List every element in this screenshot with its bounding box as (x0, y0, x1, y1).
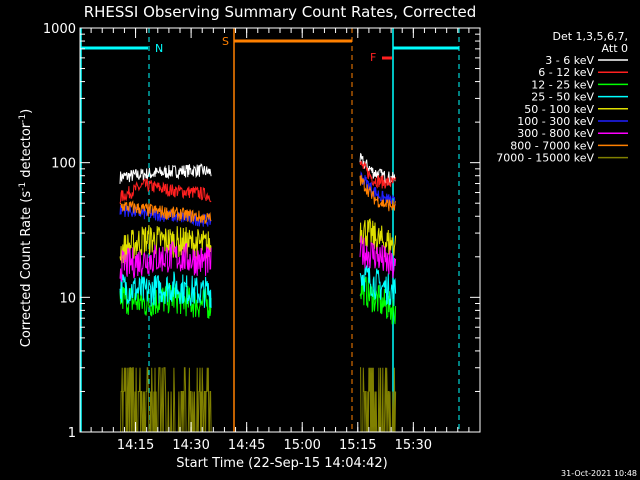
series-line (359, 218, 397, 258)
legend-label: 50 - 100 keV (524, 103, 594, 116)
series-line (119, 163, 212, 184)
saa-label: S (222, 35, 229, 48)
legend-label: 25 - 50 keV (531, 91, 594, 104)
x-axis-label: Start Time (22-Sep-15 14:04:42) (176, 456, 387, 471)
x-tick-label: 15:15 (339, 438, 376, 453)
y-tick-label: 100 (51, 157, 76, 172)
legend-label: 100 - 300 keV (517, 115, 594, 128)
flare-label: F (370, 51, 376, 64)
x-tick-label: 14:30 (172, 438, 209, 453)
plot-area: N S F (80, 28, 460, 433)
y-tick-label: 1000 (43, 22, 76, 37)
legend-header-line-2: Att 0 (602, 42, 628, 55)
y-axis-label: Corrected Count Rate (s-1 detector-1) (18, 109, 34, 347)
legend-label: 12 - 25 keV (531, 78, 594, 91)
night-label: N (155, 42, 163, 55)
legend-label: 800 - 7000 keV (510, 139, 594, 152)
x-tick-label: 14:45 (228, 438, 265, 453)
x-tick-label: 15:00 (283, 438, 320, 453)
x-tick-label: 14:15 (117, 438, 154, 453)
timestamp: 31-Oct-2021 10:48 (561, 469, 637, 478)
series-line (119, 241, 212, 282)
y-tick-label: 10 (59, 291, 76, 306)
series-line (359, 264, 397, 307)
legend-header-line-1: Det 1,3,5,6,7, (552, 30, 628, 43)
series-line (119, 271, 212, 308)
series-line (119, 178, 212, 204)
series-line (120, 200, 212, 224)
x-axis: 14:15 14:30 14:45 15:00 15:15 15:30 (90, 28, 470, 453)
series-line (359, 276, 397, 325)
series-line (359, 174, 397, 212)
legend-label: 7000 - 15000 keV (496, 152, 594, 165)
series-line (359, 235, 397, 279)
legend-label: 6 - 12 keV (538, 66, 594, 79)
y-axis: 1 10 100 1000 (43, 22, 480, 441)
y-tick-label: 1 (68, 426, 76, 441)
series-line (119, 224, 212, 265)
series-line (120, 367, 212, 433)
legend-label: 300 - 800 keV (517, 127, 594, 140)
legend-label: 3 - 6 keV (545, 54, 594, 67)
x-tick-label: 15:30 (395, 438, 432, 453)
series-line (359, 160, 397, 189)
chart-title: RHESSI Observing Summary Count Rates, Co… (84, 3, 477, 21)
